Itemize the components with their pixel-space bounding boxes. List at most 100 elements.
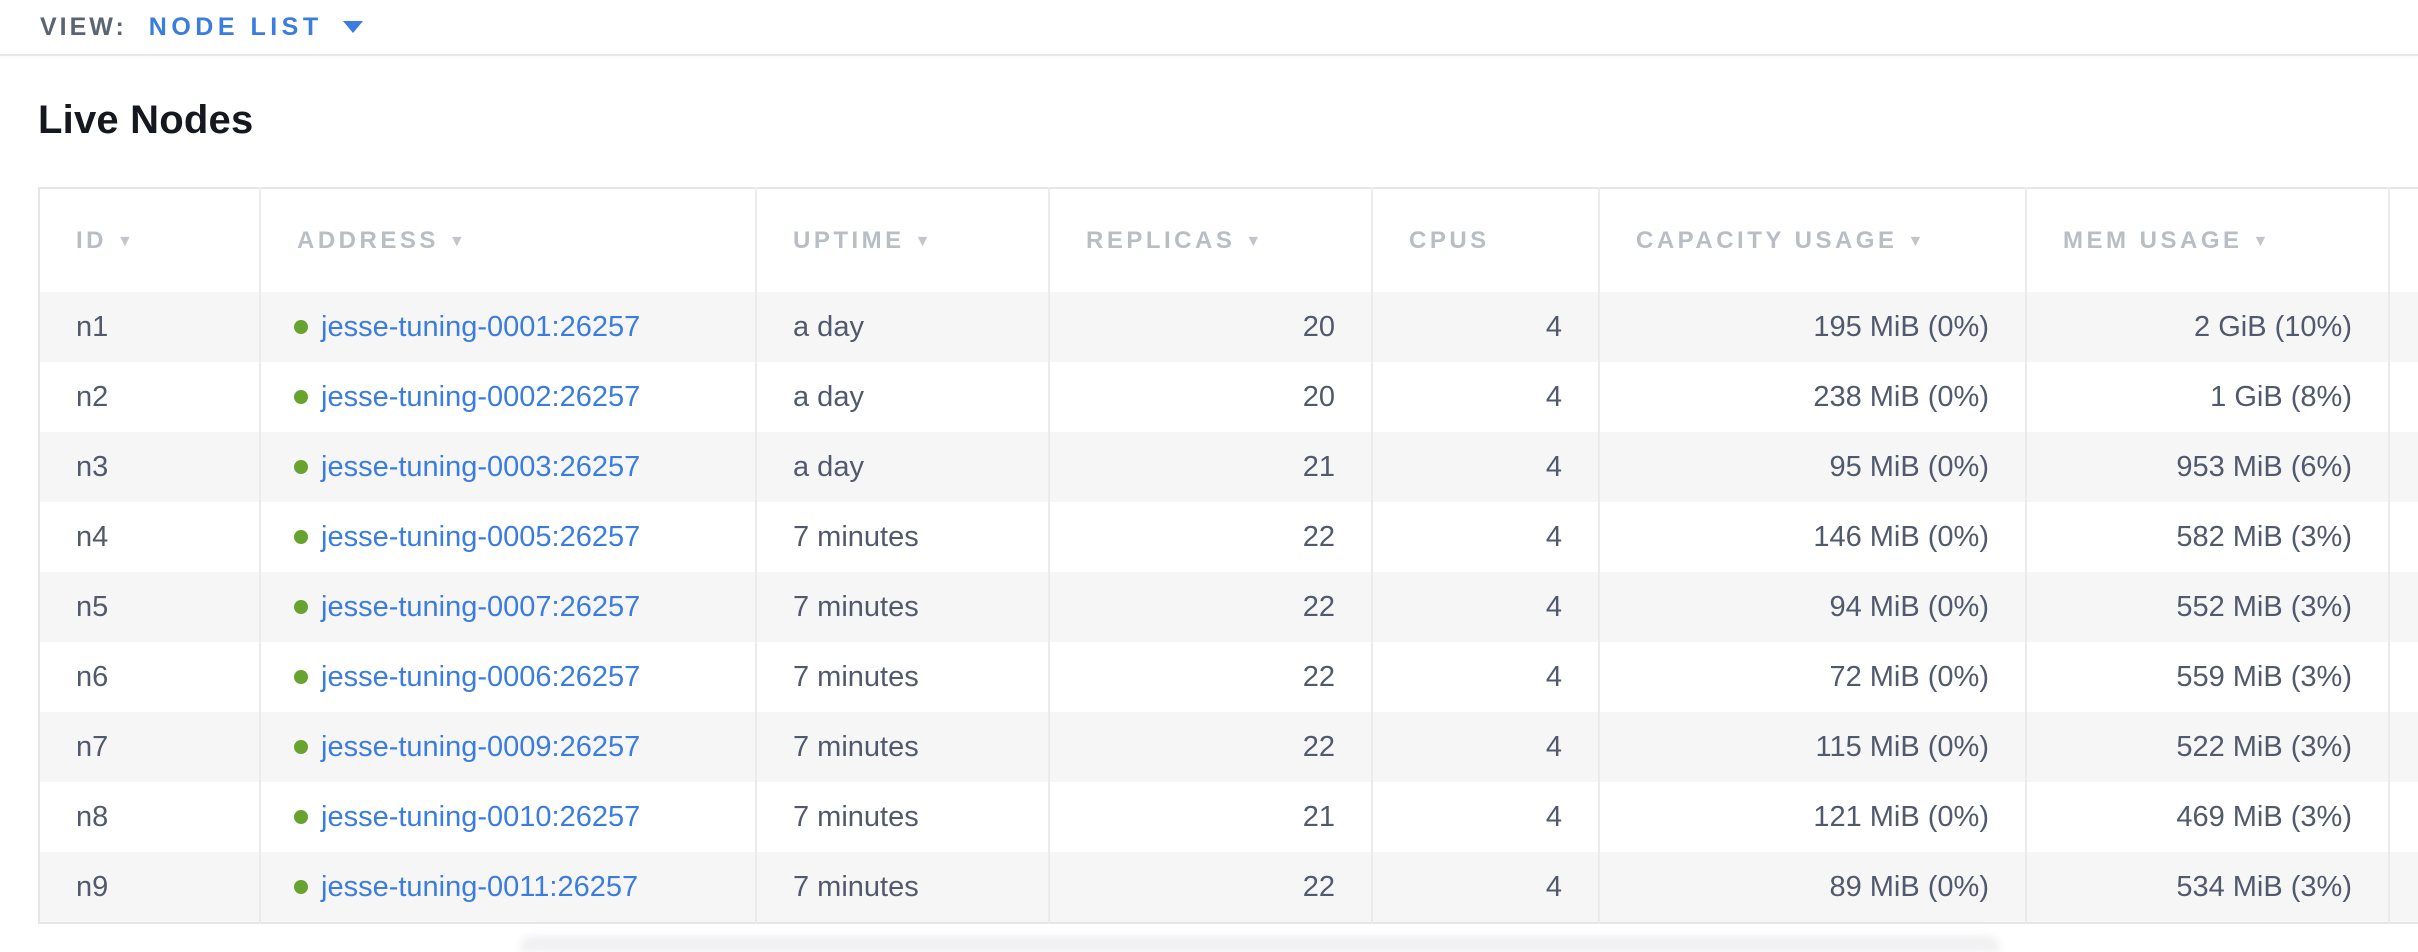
cell-id: n1 — [39, 292, 260, 362]
cell-value-cpus: 4 — [1545, 590, 1562, 623]
cell-value-capacity: 94 MiB (0%) — [1829, 590, 1989, 623]
cell-address: jesse-tuning-0010:26257 — [259, 782, 756, 852]
cell-replicas: 22 — [1048, 852, 1372, 923]
column-header-id[interactable]: ID ▼ — [39, 188, 260, 292]
cell-value-id: n8 — [76, 800, 109, 833]
cell-value-cpus: 4 — [1545, 660, 1562, 693]
cell-value-uptime: 7 minutes — [793, 660, 919, 693]
cell-id: n3 — [39, 432, 260, 502]
cell-value-id: n2 — [76, 380, 109, 413]
chevron-down-icon — [342, 21, 363, 33]
table-row: n6 jesse-tuning-0006:26257 7 minutes 22 4 72 … — [39, 642, 2418, 712]
cell-replicas: 22 — [1048, 572, 1372, 642]
cell-uptime: a day — [755, 432, 1049, 502]
cell-id: n6 — [39, 642, 260, 712]
node-live-status-dot-icon — [294, 879, 308, 894]
column-header-address[interactable]: ADDRESS ▼ — [259, 188, 756, 292]
cell-id: n5 — [39, 572, 260, 642]
next-section-edge — [520, 936, 2000, 952]
cell-uptime: a day — [755, 362, 1049, 432]
column-header-replicas[interactable]: REPLICAS ▼ — [1048, 188, 1372, 292]
node-address-link[interactable]: jesse-tuning-0003:26257 — [321, 450, 641, 483]
cell-mem: 582 MiB (3%) — [2025, 502, 2389, 572]
cell-id: n9 — [39, 852, 260, 923]
cell-cpus: 4 — [1371, 432, 1599, 502]
cell-value-replicas: 22 — [1302, 660, 1335, 693]
sort-desc-icon[interactable]: ▼ — [117, 232, 137, 250]
sort-desc-icon[interactable]: ▼ — [1907, 232, 1927, 250]
cell-capacity: 195 MiB (0%) — [1598, 292, 2026, 362]
cell-value-capacity: 95 MiB (0%) — [1829, 450, 1989, 483]
cell-value-id: n4 — [76, 520, 109, 553]
node-address-link[interactable]: jesse-tuning-0009:26257 — [321, 730, 641, 763]
node-address-link[interactable]: jesse-tuning-0001:26257 — [321, 310, 641, 343]
cell-version: v2.1.0-beta.20181008 — [2388, 292, 2418, 362]
cell-value-replicas: 22 — [1302, 520, 1335, 553]
cell-mem: 2 GiB (10%) — [2025, 292, 2389, 362]
column-label: MEM USAGE — [2063, 226, 2243, 254]
cell-value-capacity: 238 MiB (0%) — [1813, 380, 1989, 413]
cell-value-mem: 534 MiB (3%) — [2176, 870, 2352, 903]
cell-mem: 552 MiB (3%) — [2025, 572, 2389, 642]
cell-value-id: n6 — [76, 660, 109, 693]
node-live-status-dot-icon — [294, 739, 308, 754]
cell-value-capacity: 89 MiB (0%) — [1829, 870, 1989, 903]
cell-value-capacity: 115 MiB (0%) — [1815, 730, 1989, 763]
column-header-mem[interactable]: MEM USAGE ▼ — [2025, 188, 2389, 292]
sort-desc-icon[interactable]: ▼ — [1245, 232, 1265, 250]
node-address-link[interactable]: jesse-tuning-0005:26257 — [321, 520, 641, 553]
cell-version: v2.1.0-beta.20181008 — [2388, 432, 2418, 502]
cell-cpus: 4 — [1371, 362, 1599, 432]
column-header-version[interactable]: VERSION▼ — [2388, 188, 2418, 292]
cell-value-uptime: 7 minutes — [793, 520, 919, 553]
column-label: CAPACITY USAGE — [1636, 226, 1898, 254]
cell-value-id: n5 — [76, 590, 109, 623]
cell-mem: 1 GiB (8%) — [2025, 362, 2389, 432]
cell-uptime: a day — [755, 292, 1049, 362]
cell-value-uptime: 7 minutes — [793, 870, 919, 903]
cell-address: jesse-tuning-0002:26257 — [259, 362, 756, 432]
column-header-uptime[interactable]: UPTIME ▼ — [755, 188, 1049, 292]
view-dropdown[interactable]: NODE LIST — [149, 13, 363, 42]
node-address-link[interactable]: jesse-tuning-0011:26257 — [321, 870, 639, 903]
cell-cpus: 4 — [1371, 642, 1599, 712]
column-label: UPTIME — [793, 226, 905, 254]
cell-uptime: 7 minutes — [755, 852, 1049, 923]
sort-desc-icon[interactable]: ▼ — [2252, 232, 2272, 250]
cell-value-capacity: 121 MiB (0%) — [1813, 800, 1989, 833]
cell-address: jesse-tuning-0007:26257 — [259, 572, 756, 642]
cell-capacity: 238 MiB (0%) — [1598, 362, 2026, 432]
node-address-link[interactable]: jesse-tuning-0002:26257 — [321, 380, 641, 413]
cell-value-id: n3 — [76, 450, 109, 483]
cell-value-cpus: 4 — [1545, 870, 1562, 903]
column-label: ADDRESS — [297, 226, 439, 254]
cell-capacity: 72 MiB (0%) — [1598, 642, 2026, 712]
node-address-link[interactable]: jesse-tuning-0010:26257 — [321, 800, 641, 833]
cell-uptime: 7 minutes — [755, 712, 1049, 782]
table-row: n7 jesse-tuning-0009:26257 7 minutes 22 4 115… — [39, 712, 2418, 782]
cell-value-cpus: 4 — [1545, 380, 1562, 413]
cell-uptime: 7 minutes — [755, 782, 1049, 852]
cell-cpus: 4 — [1371, 712, 1599, 782]
node-live-status-dot-icon — [294, 809, 308, 824]
cell-uptime: 7 minutes — [755, 502, 1049, 572]
node-live-status-dot-icon — [294, 669, 308, 684]
cell-version: v2.1.0-beta.20181008 — [2388, 572, 2418, 642]
cell-capacity: 94 MiB (0%) — [1598, 572, 2026, 642]
sort-desc-icon[interactable]: ▼ — [914, 232, 935, 250]
cell-mem: 522 MiB (3%) — [2025, 712, 2389, 782]
node-address-link[interactable]: jesse-tuning-0006:26257 — [321, 660, 641, 693]
cell-value-replicas: 20 — [1302, 380, 1335, 413]
node-address-link[interactable]: jesse-tuning-0007:26257 — [321, 590, 641, 623]
cell-value-mem: 552 MiB (3%) — [2176, 590, 2352, 623]
cell-id: n7 — [39, 712, 260, 782]
cell-value-id: n7 — [76, 730, 109, 763]
sort-desc-icon[interactable]: ▼ — [448, 232, 469, 250]
column-header-capacity[interactable]: CAPACITY USAGE ▼ — [1598, 188, 2026, 292]
cell-version: v2.1.0-beta.20181008 — [2388, 642, 2418, 712]
live-nodes-table-container: ID ▼ ADDRESS ▼ UPTIME ▼ REPLICAS ▼ CPUS CAPACITY … — [38, 187, 2418, 924]
cell-value-mem: 1 GiB (8%) — [2210, 380, 2352, 413]
cell-capacity: 121 MiB (0%) — [1598, 782, 2026, 852]
cell-value-uptime: 7 minutes — [793, 590, 919, 623]
node-live-status-dot-icon — [294, 529, 308, 544]
